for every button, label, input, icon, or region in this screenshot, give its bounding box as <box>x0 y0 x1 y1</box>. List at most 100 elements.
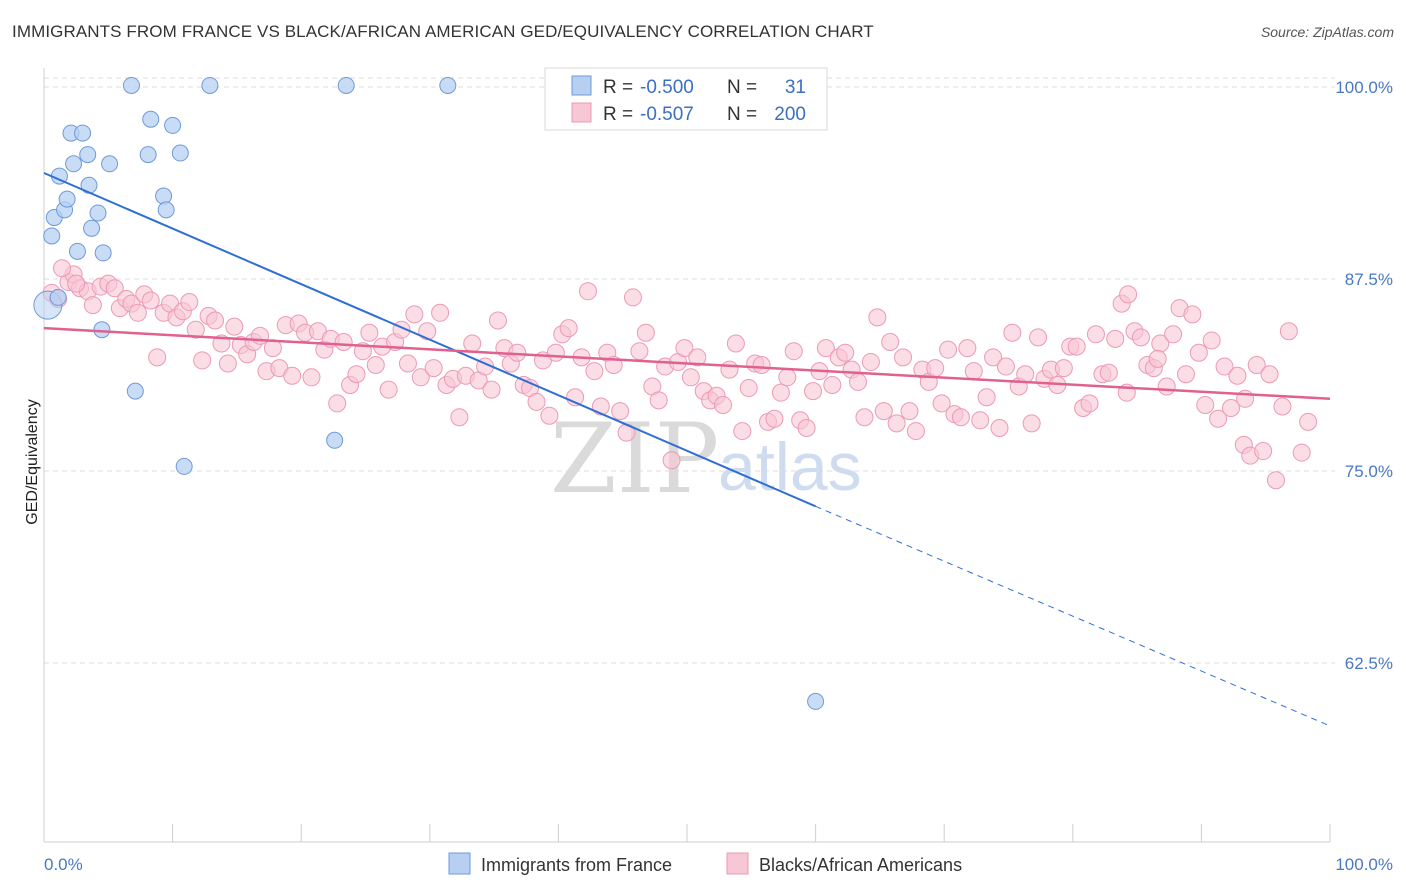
pink-point <box>861 352 880 371</box>
blue-trend-line <box>43 172 816 508</box>
bottom-legend-pink-label: Blacks/African Americans <box>759 855 962 875</box>
pink-point <box>141 291 160 310</box>
bottom-legend-blue-label: Immigrants from France <box>481 855 672 875</box>
legend-pink-swatch <box>571 102 592 123</box>
pink-point <box>675 339 694 358</box>
blue-point <box>155 187 173 205</box>
pink-point <box>887 414 906 433</box>
pink-point <box>379 380 398 399</box>
pink-point <box>1157 377 1176 396</box>
watermark-zip: ZIP <box>550 403 719 515</box>
legend-pink-r-label: R = <box>603 104 633 125</box>
legend-blue-n-value: 31 <box>785 77 806 98</box>
pink-point <box>1228 366 1247 385</box>
pink-point <box>823 375 842 394</box>
pink-point <box>366 356 385 375</box>
pink-point <box>1003 323 1022 342</box>
pink-point <box>1131 328 1150 347</box>
pink-point <box>180 293 199 312</box>
pink-point <box>546 343 565 362</box>
blue-point <box>439 76 457 94</box>
pink-point <box>559 319 578 338</box>
blue-point <box>201 76 219 94</box>
pink-point <box>611 402 630 421</box>
pink-point <box>1086 325 1105 344</box>
pink-point <box>463 334 482 353</box>
pink-point <box>804 382 823 401</box>
pink-point <box>53 259 72 278</box>
blue-point <box>326 431 344 449</box>
pink-point <box>623 288 642 307</box>
pink-point <box>148 348 167 367</box>
pink-point <box>881 332 900 351</box>
pink-point <box>418 322 437 341</box>
pink-point <box>996 357 1015 376</box>
x-ticks <box>43 824 1331 842</box>
pink-point <box>1299 412 1318 431</box>
axes <box>43 68 1331 843</box>
blue-point <box>68 242 86 260</box>
blue-point <box>157 201 175 219</box>
pink-point <box>328 394 347 413</box>
pink-point <box>591 397 610 416</box>
pink-point <box>894 348 913 367</box>
legend-pink-n-value: 200 <box>774 104 806 125</box>
pink-point <box>186 320 205 339</box>
pink-point <box>720 360 739 379</box>
pink-trend-line <box>43 326 1331 401</box>
pink-point <box>778 368 797 387</box>
trend-lines <box>43 172 1331 727</box>
pink-point <box>688 348 707 367</box>
chart-title: IMMIGRANTS FROM FRANCE VS BLACK/AFRICAN … <box>12 22 874 41</box>
pink-point <box>424 359 443 378</box>
blue-point <box>807 692 825 710</box>
x-tick-label-max: 100.0% <box>1335 855 1393 874</box>
pink-point <box>771 383 790 402</box>
pink-point <box>971 411 990 430</box>
pink-point <box>1016 365 1035 384</box>
blue-point <box>94 244 112 262</box>
pink-point <box>1221 399 1240 418</box>
x-tick-label-min: 0.0% <box>44 855 83 874</box>
pink-point <box>733 422 752 441</box>
pink-point <box>302 368 321 387</box>
y-tick-label: 75.0% <box>1345 462 1393 481</box>
pink-point <box>488 311 507 330</box>
pink-point <box>206 311 225 330</box>
pink-point <box>900 402 919 421</box>
pink-point <box>540 406 559 425</box>
pink-point <box>1247 356 1266 375</box>
bottom-legend-blue-swatch <box>448 852 471 875</box>
blue-point <box>49 288 67 306</box>
pink-point <box>636 323 655 342</box>
pink-point <box>752 356 771 375</box>
pink-point <box>797 418 816 437</box>
pink-point <box>1054 359 1073 378</box>
y-tick-labels: 62.5% 75.0% 87.5% 100.0% <box>1335 78 1393 673</box>
bottom-legend-pink-swatch <box>726 852 749 875</box>
pink-point <box>578 282 597 301</box>
pink-point <box>1196 395 1215 414</box>
pink-point <box>784 342 803 361</box>
pink-point <box>398 354 417 373</box>
y-tick-label: 100.0% <box>1335 78 1393 97</box>
pink-point <box>1029 328 1048 347</box>
pink-point <box>1080 394 1099 413</box>
pink-point <box>1099 363 1118 382</box>
pink-point <box>193 351 212 370</box>
gridlines <box>44 77 1335 664</box>
pink-point <box>450 408 469 427</box>
pink-point <box>681 368 700 387</box>
blue-point <box>83 219 101 237</box>
pink-point <box>128 303 147 322</box>
blue-trend-extension <box>815 505 1331 727</box>
pink-point <box>958 339 977 358</box>
pink-point <box>1106 329 1125 348</box>
pink-point <box>1266 471 1285 490</box>
pink-point <box>347 365 366 384</box>
pink-point <box>1189 343 1208 362</box>
legend-blue-r-value: -0.500 <box>640 77 694 98</box>
pink-point <box>649 391 668 410</box>
blue-point <box>175 457 193 475</box>
